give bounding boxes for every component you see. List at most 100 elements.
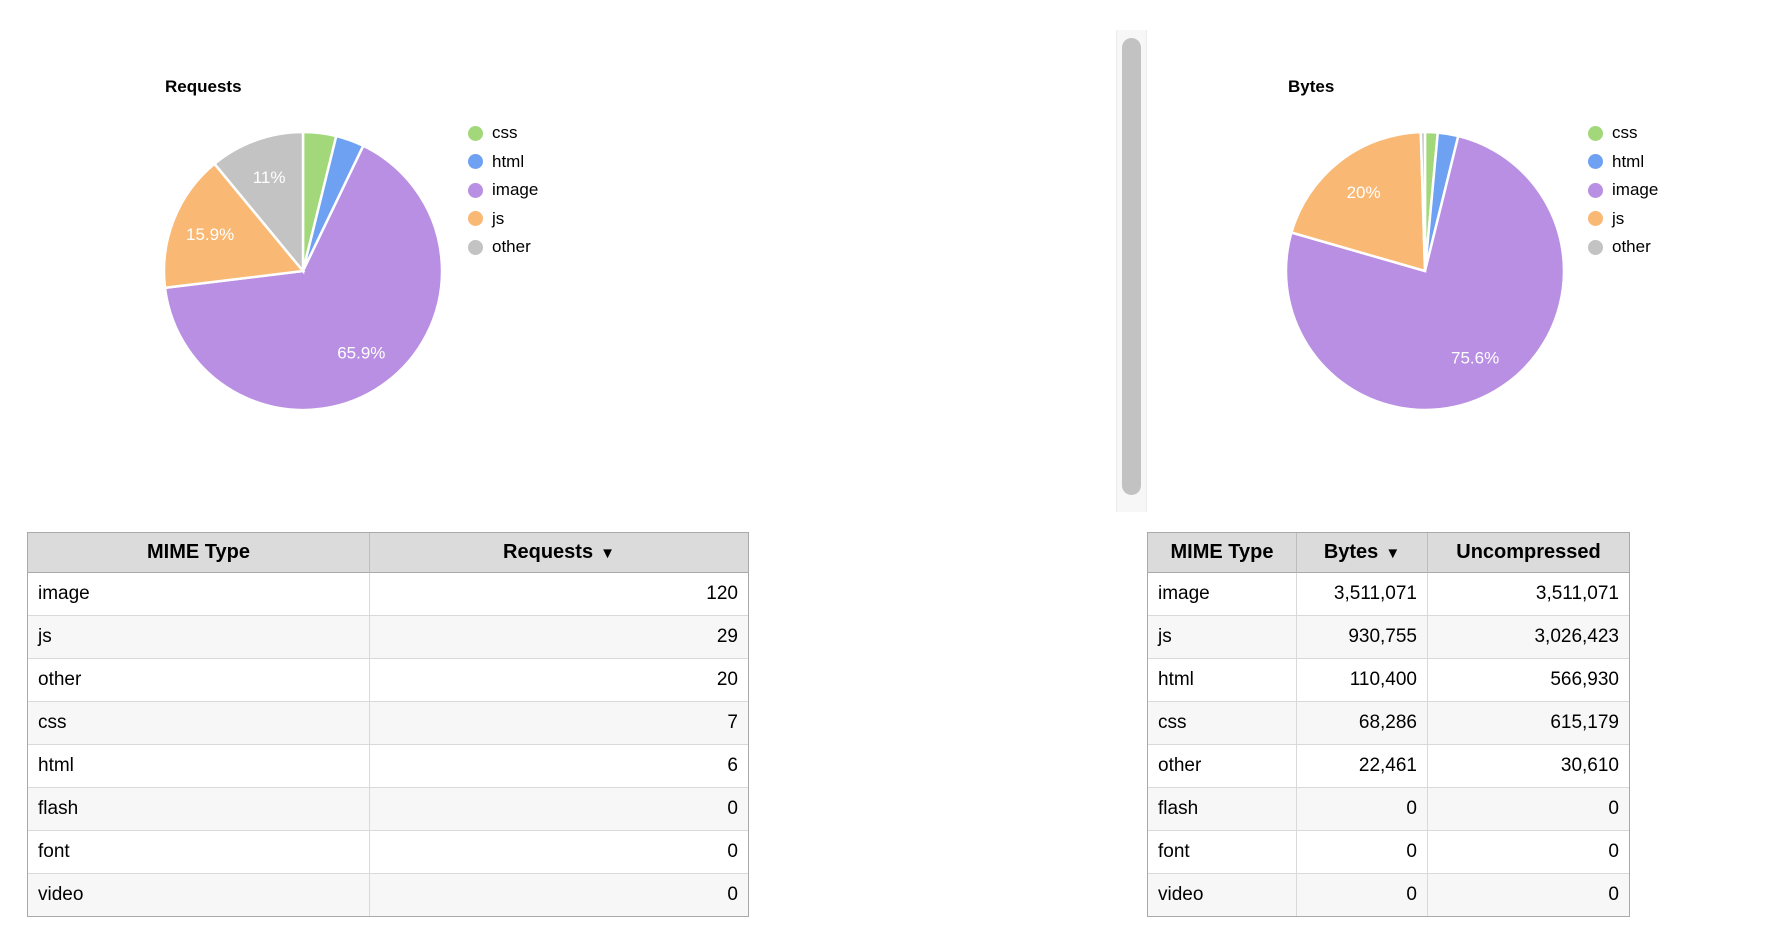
bytes-table: MIME Type Bytes ▼ Uncompressed image 3,511,07… [1147, 532, 1630, 917]
value-cell: 120 [370, 573, 748, 616]
pie-percent-label-js: 15.9% [186, 225, 234, 244]
mime-type-cell: flash [28, 788, 370, 831]
mime-type-cell: font [1148, 831, 1297, 874]
value-cell: 3,026,423 [1428, 616, 1629, 659]
value-cell: 0 [1297, 874, 1428, 916]
legend-label-js: js [492, 208, 505, 228]
legend-color-dot-icon [1588, 154, 1603, 170]
column-header-label: Requests [503, 541, 594, 563]
mime-type-cell: css [28, 702, 370, 745]
requests-table: MIME Type Requests ▼ image 120 js 29 other 20 css… [27, 532, 749, 917]
table-row-font: font 0 0 [1148, 831, 1629, 874]
pie-slice-other[interactable] [212, 130, 305, 275]
legend-label-html: html [1612, 151, 1645, 171]
table-row-flash: flash 0 [28, 788, 748, 831]
legend-item-other[interactable]: other [1588, 233, 1658, 262]
legend-item-image[interactable]: image [468, 176, 538, 205]
value-cell: 0 [1428, 788, 1629, 831]
value-cell: 615,179 [1428, 702, 1629, 745]
legend-label-image: image [1612, 180, 1659, 200]
table-row-js: js 29 [28, 616, 748, 659]
legend-item-image[interactable]: image [1588, 176, 1658, 205]
mime-type-cell: flash [1148, 788, 1297, 831]
legend-item-html[interactable]: html [1588, 148, 1658, 177]
legend-color-dot-icon [468, 125, 483, 141]
pie-percent-label-image: 75.6% [1451, 349, 1499, 368]
column-header-uncompressed[interactable]: Uncompressed [1428, 533, 1629, 573]
value-cell: 68,286 [1297, 702, 1428, 745]
vertical-scrollbar-thumb[interactable] [1122, 38, 1141, 495]
legend-color-dot-icon [468, 182, 483, 198]
value-cell: 566,930 [1428, 659, 1629, 702]
value-cell: 20 [370, 659, 748, 702]
legend-color-dot-icon [468, 154, 483, 170]
mime-type-cell: js [1148, 616, 1297, 659]
value-cell: 0 [727, 884, 738, 905]
table-row-html: html 110,400 566,930 [1148, 659, 1629, 702]
legend-color-dot-icon [1588, 182, 1603, 198]
table-row-css: css 68,286 615,179 [1148, 702, 1629, 745]
mime-type-cell: html [1148, 659, 1297, 702]
pie-slice-js[interactable] [1289, 130, 1427, 273]
table-row-video: video 0 [28, 874, 748, 916]
legend-color-dot-icon [1588, 125, 1603, 141]
bytes-pie-chart: 75.6% 20% [1275, 121, 1575, 421]
pie-percent-label-other: 11% [253, 168, 286, 187]
mime-type-cell: css [1148, 702, 1297, 745]
legend-label-css: css [492, 123, 518, 143]
table-row-js: js 930,755 3,026,423 [1148, 616, 1629, 659]
header-row: MIME Type Bytes ▼ Uncompressed [1148, 533, 1629, 573]
value-cell: 0 [370, 788, 748, 831]
column-header-label: MIME Type [147, 541, 250, 563]
column-header-mime-type[interactable]: MIME Type [1148, 533, 1297, 573]
value-cell: 6 [370, 745, 748, 788]
legend-label-js: js [1612, 208, 1625, 228]
requests-pie-chart: 65.9% 15.9% 11% [153, 121, 453, 421]
pie-slice-image[interactable] [163, 144, 444, 412]
table-row-font: font 0 [28, 831, 748, 874]
table-row-html: html 6 [28, 745, 748, 788]
legend-label-other: other [1612, 237, 1651, 257]
column-header-requests[interactable]: Requests ▼ [370, 533, 748, 573]
bytes-legend: css html image js other [1588, 119, 1658, 262]
value-cell: 0 [370, 831, 748, 874]
value-cell: 0 [1428, 831, 1629, 874]
column-header-mime-type[interactable]: MIME Type [28, 533, 370, 573]
vertical-scrollbar-track[interactable] [1116, 30, 1147, 512]
requests-legend: css html image js other [468, 119, 538, 262]
column-header-label: MIME Type [1170, 541, 1274, 563]
pie-slice-image[interactable] [1284, 134, 1566, 412]
table-row-other: other 22,461 30,610 [1148, 745, 1629, 788]
pie-slice-other[interactable] [1419, 130, 1427, 272]
legend-label-other: other [492, 237, 531, 257]
value-cell: 930,755 [1297, 616, 1428, 659]
legend-item-html[interactable]: html [468, 148, 538, 177]
legend-item-js[interactable]: js [1588, 205, 1658, 234]
pie-slice-js[interactable] [162, 162, 306, 290]
pie-percent-label-image: 65.9% [337, 343, 385, 362]
legend-item-js[interactable]: js [468, 205, 538, 234]
pie-percent-label-js: 20% [1347, 183, 1381, 202]
table-row-video: video 0 0 [1148, 874, 1629, 916]
mime-type-cell: font [28, 831, 370, 874]
legend-label-image: image [492, 180, 539, 200]
table-row-css: css 7 [28, 702, 748, 745]
legend-item-css[interactable]: css [468, 119, 538, 148]
legend-color-dot-icon [468, 239, 483, 255]
value-cell: 0 [1608, 884, 1619, 905]
sort-descending-icon: ▼ [1385, 545, 1401, 562]
table-row-image: image 120 [28, 573, 748, 616]
value-cell: 110,400 [1297, 659, 1428, 702]
legend-item-other[interactable]: other [468, 233, 538, 262]
value-cell: 0 [1297, 831, 1428, 874]
legend-color-dot-icon [468, 211, 483, 227]
value-cell: 30,610 [1428, 745, 1629, 788]
legend-item-css[interactable]: css [1588, 119, 1658, 148]
sort-descending-icon: ▼ [600, 545, 615, 562]
legend-label-css: css [1612, 123, 1638, 143]
table-row-flash: flash 0 0 [1148, 788, 1629, 831]
legend-color-dot-icon [1588, 211, 1603, 227]
mime-type-cell: image [28, 573, 370, 616]
bytes-chart-title: Bytes [1288, 77, 1335, 96]
column-header-bytes[interactable]: Bytes ▼ [1297, 533, 1428, 573]
